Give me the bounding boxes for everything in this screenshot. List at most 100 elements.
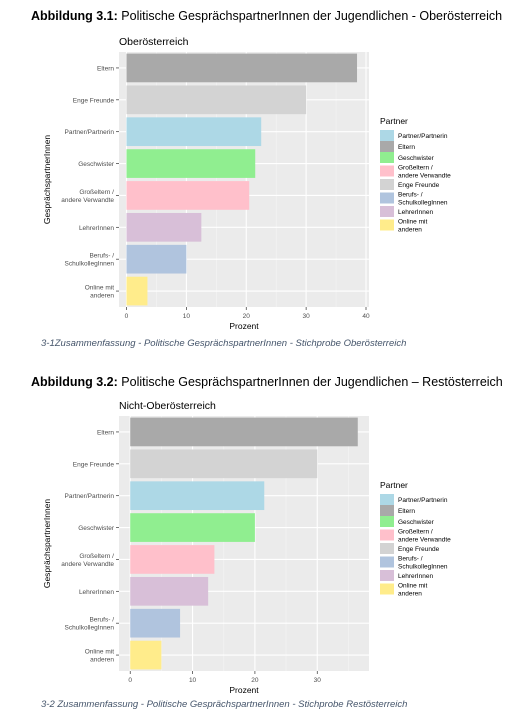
- bar: [126, 149, 256, 178]
- x-tick-label: 0: [128, 677, 132, 684]
- legend-key: [380, 141, 394, 152]
- legend-key: [380, 505, 394, 516]
- legend-label: Partner/Partnerin: [398, 497, 448, 504]
- bar: [126, 212, 202, 242]
- y-tick-label: Berufs- / SchulkollegInnen: [64, 253, 114, 268]
- legend-label-line: andere Verwandte: [398, 537, 451, 544]
- bar: [130, 481, 265, 511]
- legend-key: [380, 556, 394, 568]
- legend-label-line: LehrerInnen: [398, 573, 433, 580]
- bar: [126, 244, 187, 274]
- legend-label: Eltern: [398, 508, 415, 515]
- legend-key: [380, 543, 394, 554]
- bar: [130, 449, 318, 479]
- legend-key: [380, 130, 394, 141]
- legend-label-line: Partner/Partnerin: [398, 133, 448, 140]
- figure-caption-2: 3-2 Zusammenfassung - Politische Gespräc…: [41, 699, 408, 710]
- y-tick-label-line: andere Verwandte: [61, 197, 114, 204]
- legend-label-line: SchulkollegInnen: [398, 564, 448, 571]
- x-tick-label: 10: [183, 313, 191, 320]
- bar: [130, 513, 255, 542]
- y-tick-label-line: LehrerInnen: [79, 589, 114, 596]
- bar: [126, 53, 358, 83]
- legend-key: [380, 219, 394, 231]
- legend-label-line: Online mit: [398, 219, 427, 226]
- legend-label: LehrerInnen: [398, 573, 433, 580]
- legend-label-line: andere Verwandte: [398, 173, 451, 180]
- y-tick-label: Geschwister: [78, 525, 115, 532]
- y-tick-label-line: anderen: [90, 657, 114, 664]
- figure-caption-1: 3-1Zusammenfassung - Politische Gespräch…: [41, 338, 407, 349]
- y-tick-label-line: Großeltern /: [79, 553, 114, 560]
- y-tick-label: Berufs- / SchulkollegInnen: [64, 617, 114, 632]
- x-tick-label: 20: [243, 313, 251, 320]
- legend-label-line: SchulkollegInnen: [398, 200, 448, 207]
- y-tick-label: Partner/Partnerin: [65, 493, 115, 500]
- x-tick-label: 10: [189, 677, 197, 684]
- legend-label: Großeltern / andere Verwandte: [398, 165, 451, 180]
- figure-title: Politische GesprächspartnerInnen der Jug…: [117, 9, 503, 23]
- legend-label: LehrerInnen: [398, 209, 433, 216]
- legend-label: Partner/Partnerin: [398, 133, 448, 140]
- legend-label-line: Online mit: [398, 583, 427, 590]
- x-axis-title: Prozent: [229, 321, 259, 331]
- y-tick-label: Eltern: [97, 429, 114, 436]
- legend-label-line: LehrerInnen: [398, 209, 433, 216]
- legend-key: [380, 583, 394, 595]
- legend-label-line: Partner/Partnerin: [398, 497, 448, 504]
- legend-label-line: Großeltern /: [398, 529, 433, 536]
- legend-label: Enge Freunde: [398, 182, 440, 189]
- legend-key: [380, 152, 394, 163]
- x-tick-label: 30: [314, 677, 322, 684]
- legend-label-line: Geschwister: [398, 519, 435, 526]
- y-tick-label: Großeltern / andere Verwandte: [61, 553, 114, 568]
- legend-label: Eltern: [398, 144, 415, 151]
- figure-label: Abbildung 3.2:: [31, 375, 118, 389]
- legend-label-line: Berufs- /: [398, 192, 423, 199]
- x-tick-label: 30: [303, 313, 311, 320]
- x-tick-label: 40: [362, 313, 370, 320]
- y-tick-label-line: Partner/Partnerin: [65, 493, 115, 500]
- y-tick-label-line: Geschwister: [78, 161, 115, 168]
- legend-key: [380, 192, 394, 204]
- chart-title: Nicht-Oberösterreich: [119, 400, 216, 412]
- legend-key: [380, 516, 394, 527]
- x-tick-label: 0: [125, 313, 129, 320]
- y-tick-label-line: Online mit: [85, 285, 114, 292]
- figure-label: Abbildung 3.1:: [31, 9, 118, 23]
- legend-key: [380, 206, 394, 217]
- chart-title: Oberösterreich: [119, 36, 189, 48]
- y-tick-label-line: Eltern: [97, 65, 114, 72]
- bar: [126, 276, 148, 306]
- y-tick-label: LehrerInnen: [79, 225, 114, 232]
- bar: [130, 608, 181, 638]
- legend-label: Enge Freunde: [398, 546, 440, 553]
- y-tick-label-line: LehrerInnen: [79, 225, 114, 232]
- y-tick-label: Online mit anderen: [85, 649, 115, 664]
- y-tick-label-line: SchulkollegInnen: [64, 261, 114, 268]
- y-tick-label-line: Partner/Partnerin: [65, 129, 115, 136]
- legend-label-line: anderen: [398, 591, 422, 598]
- legend-label-line: Enge Freunde: [398, 546, 440, 553]
- legend-label-line: Berufs- /: [398, 556, 423, 563]
- y-tick-label: Enge Freunde: [73, 461, 115, 468]
- y-tick-label-line: andere Verwandte: [61, 561, 114, 568]
- legend-key: [380, 570, 394, 581]
- legend-title: Partner: [380, 116, 408, 126]
- legend-label-line: anderen: [398, 227, 422, 234]
- figure-title: Politische GesprächspartnerInnen der Jug…: [117, 375, 503, 389]
- y-tick-label-line: Enge Freunde: [73, 461, 115, 468]
- y-axis-title: GesprächspartnerInnen: [42, 135, 52, 225]
- y-tick-label-line: Geschwister: [78, 525, 115, 532]
- y-tick-label: Enge Freunde: [73, 97, 115, 104]
- y-tick-label-line: Großeltern /: [79, 189, 114, 196]
- bar: [130, 417, 358, 447]
- bar: [126, 181, 250, 210]
- figure-heading-2: Abbildung 3.2: Politische Gesprächspartn…: [31, 375, 503, 389]
- y-tick-label: Eltern: [97, 65, 114, 72]
- bar: [130, 576, 209, 606]
- legend-label-line: Eltern: [398, 144, 415, 151]
- chart-oberoesterreich: Oberösterreich Eltern Enge Freunde Partner/…: [42, 36, 451, 331]
- legend-label: Geschwister: [398, 519, 435, 526]
- y-tick-label-line: Berufs- /: [89, 253, 114, 260]
